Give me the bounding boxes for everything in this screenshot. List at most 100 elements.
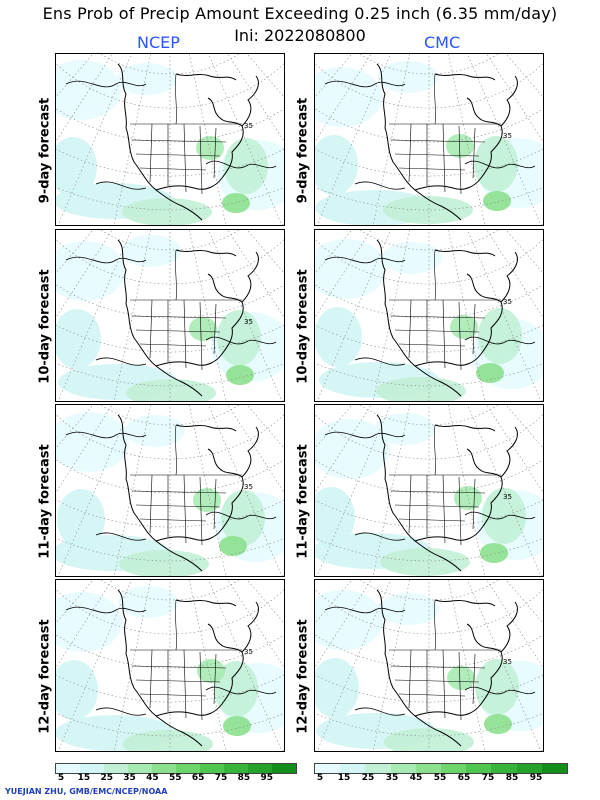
state-border [390, 665, 486, 669]
coastline [117, 414, 259, 572]
probability-shading [121, 235, 181, 267]
colorbar-tick-label: 65 [191, 773, 205, 783]
colorbar-tick-label: 75 [481, 773, 495, 783]
model-label-cmc: CMC [424, 33, 461, 52]
state-border [183, 649, 187, 719]
longitude-line [57, 580, 132, 751]
state-border [390, 490, 486, 494]
contour-line [354, 532, 406, 541]
state-border [213, 127, 217, 179]
colorbar-tick-label: 85 [237, 773, 251, 783]
contour-line [205, 336, 277, 345]
map-panel-cmc-11-day: 35 [314, 404, 544, 577]
state-border [139, 167, 207, 171]
colorbar-swatch [176, 764, 200, 773]
map-panel-cmc-9-day: 35 [314, 53, 544, 226]
row-label-11-day-cmc: 11-day forecast [295, 444, 311, 559]
coastline [376, 414, 518, 572]
contour-line [324, 256, 406, 264]
state-border [434, 599, 436, 651]
state-border [472, 478, 476, 530]
probability-shading [56, 660, 98, 720]
probability-shading [450, 315, 478, 339]
probability-shading [56, 592, 122, 652]
state-border [149, 299, 153, 359]
probability-shading [197, 659, 225, 683]
contour-label: 35 [244, 483, 253, 491]
row-label-10-day-cmc: 10-day forecast [295, 269, 311, 384]
model-label-ncep: NCEP [137, 33, 180, 52]
colorbar-tick-label: 55 [433, 773, 447, 783]
state-border [398, 693, 466, 697]
contour-line [324, 606, 406, 614]
state-border [199, 301, 203, 371]
state-border [135, 153, 221, 157]
state-border [394, 329, 480, 333]
contour-line [65, 256, 147, 264]
state-border [149, 649, 153, 709]
colorbar-swatch [541, 764, 568, 773]
contour-line [464, 686, 536, 695]
colorbar-tick-label: 15 [337, 773, 351, 783]
colorbar-tick-label: 45 [409, 773, 423, 783]
probability-shading [315, 590, 383, 650]
colorbar-swatch [80, 764, 104, 773]
colorbar-tick-label: 25 [100, 773, 113, 783]
probability-shading [117, 63, 177, 95]
colorbar-swatch [516, 764, 542, 773]
state-border [472, 127, 476, 179]
state-border [149, 474, 153, 534]
latitude-line [100, 580, 240, 601]
longitude-line [316, 230, 391, 401]
state-border [394, 153, 480, 157]
colorbar-swatch [491, 764, 517, 773]
probability-shading [193, 488, 221, 512]
state-border [199, 476, 203, 546]
contour-line [95, 181, 147, 190]
probability-shading [480, 543, 508, 563]
probability-shading [189, 317, 217, 341]
page-title: Ens Prob of Precip Amount Exceeding 0.25… [42, 4, 558, 23]
longitude-line [208, 580, 283, 751]
state-border [442, 299, 446, 369]
map-canvas: 35 [315, 580, 543, 751]
probability-shading [384, 728, 474, 751]
longitude-line [467, 54, 542, 225]
probability-shading [122, 198, 212, 225]
state-border [199, 651, 203, 721]
map-canvas: 35 [315, 230, 543, 401]
probability-shading [222, 193, 250, 213]
longitude-line [208, 54, 283, 225]
state-border [131, 315, 227, 319]
colorbar-swatch [415, 764, 442, 773]
colorbar-tick-label: 25 [361, 773, 375, 783]
state-border [199, 125, 203, 195]
longitude-line [57, 54, 132, 225]
probability-shading [380, 548, 470, 576]
contour-line [354, 181, 406, 190]
probability-shading [217, 310, 261, 366]
probability-shading [226, 365, 254, 385]
longitude-line [467, 405, 542, 576]
contour-line [464, 336, 536, 345]
map-panel-cmc-10-day: 35 [314, 229, 544, 402]
state-border [390, 315, 486, 319]
colorbar-swatch [365, 764, 391, 773]
probability-shading [478, 308, 522, 364]
colorbar-swatch [248, 764, 272, 773]
contour-label: 35 [503, 132, 512, 140]
longitude-line [208, 230, 283, 401]
map-canvas: 35 [56, 230, 284, 401]
state-border [390, 139, 486, 143]
probability-shading [315, 419, 390, 479]
longitude-line [316, 54, 391, 225]
probability-shading [484, 714, 512, 734]
state-border [472, 303, 476, 355]
probability-shading [454, 486, 482, 510]
contour-line [464, 160, 536, 169]
state-border [175, 249, 177, 301]
state-border [442, 123, 446, 193]
coastline [117, 589, 259, 747]
map-canvas: 35 [56, 54, 284, 225]
state-border [135, 504, 221, 508]
